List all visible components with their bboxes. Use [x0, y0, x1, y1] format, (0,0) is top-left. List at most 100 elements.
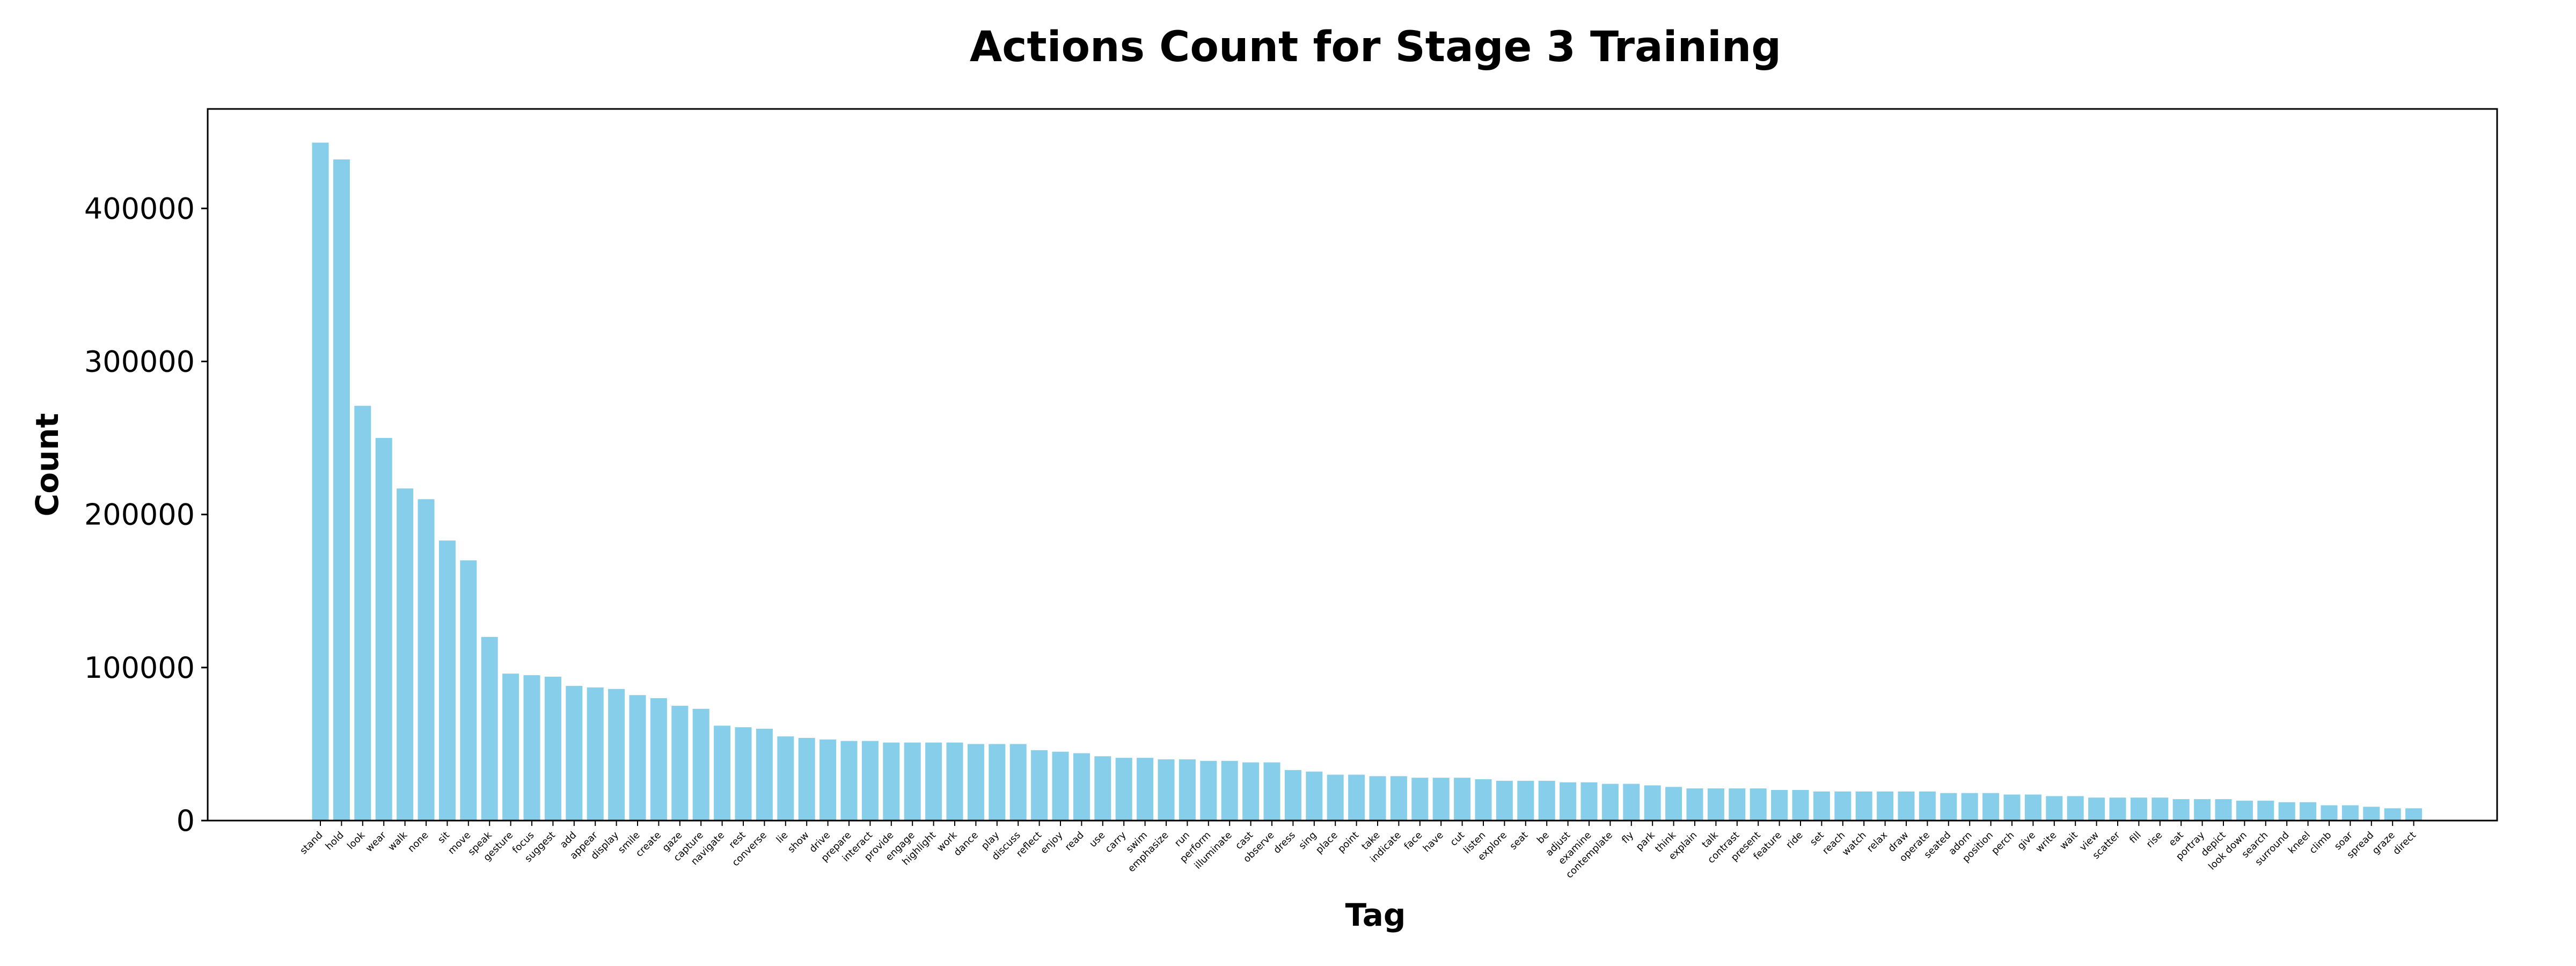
bar-write: [2046, 796, 2063, 821]
plot-frame: [207, 108, 2498, 822]
y-tick-label: 400000: [84, 192, 195, 225]
bar-fill: [2130, 797, 2147, 821]
bar-dress: [1284, 770, 1301, 821]
bar-point: [1348, 774, 1365, 821]
bar-appear: [587, 687, 604, 821]
bar-scatter: [2109, 797, 2126, 821]
bar-use: [1094, 756, 1111, 821]
bar-lie: [777, 736, 794, 821]
bar-spread: [2363, 807, 2380, 821]
bar-draw: [1898, 791, 1915, 821]
bar-seat: [1517, 780, 1534, 821]
bar-graze: [2384, 808, 2401, 821]
bar-swim: [1137, 758, 1154, 821]
bar-look-down: [2236, 800, 2253, 821]
bar-relax: [1877, 791, 1894, 821]
bar-capture: [692, 708, 709, 821]
bar-navigate: [714, 726, 731, 821]
bar-set: [1813, 791, 1830, 821]
bar-display: [608, 689, 625, 821]
bar-listen: [1475, 779, 1492, 821]
bar-interact: [861, 741, 879, 821]
bar-sing: [1306, 771, 1323, 821]
bar-hold: [333, 159, 350, 821]
bar-ride: [1792, 790, 1809, 821]
bar-focus: [523, 675, 540, 821]
bar-kneel: [2300, 802, 2317, 821]
bar-reach: [1834, 791, 1851, 821]
bar-examine: [1580, 782, 1598, 821]
bar-think: [1665, 787, 1682, 821]
bar-position: [1982, 793, 2000, 821]
y-tick-label: 300000: [84, 345, 195, 379]
bar-take: [1369, 776, 1386, 821]
bar-contrast: [1729, 788, 1746, 821]
bar-run: [1179, 759, 1196, 821]
bar-seated: [1940, 793, 1957, 821]
bar-view: [2088, 797, 2105, 821]
bar-face: [1411, 778, 1429, 821]
y-tick-label: 0: [177, 804, 195, 838]
chart-title: Actions Count for Stage 3 Training: [970, 23, 1781, 71]
bar-smile: [629, 695, 646, 821]
y-axis-label: Count: [29, 413, 65, 517]
bar-perform: [1200, 760, 1217, 821]
bar-work: [946, 742, 963, 821]
bar-perch: [2003, 794, 2021, 821]
bar-cast: [1242, 762, 1260, 821]
bar-emphasize: [1158, 759, 1175, 821]
bar-gesture: [502, 674, 519, 821]
bar-move: [460, 560, 477, 821]
bar-add: [566, 686, 583, 821]
bar-show: [798, 738, 815, 821]
bar-suggest: [544, 676, 561, 821]
y-tick-label: 100000: [84, 651, 195, 685]
bar-adorn: [1961, 793, 1978, 821]
bar-create: [650, 698, 667, 821]
bar-highlight: [925, 742, 942, 821]
bar-present: [1750, 788, 1767, 821]
bar-cut: [1454, 778, 1471, 821]
bar-carry: [1115, 758, 1132, 821]
bar-engage: [904, 742, 921, 821]
bar-adjust: [1560, 782, 1577, 821]
bar-fly: [1623, 784, 1640, 821]
bar-give: [2024, 794, 2041, 821]
bar-feature: [1771, 790, 1788, 821]
bar-wait: [2067, 796, 2084, 821]
bar-walk: [397, 488, 414, 821]
bar-park: [1644, 785, 1661, 821]
bar-prepare: [840, 741, 858, 821]
bar-sit: [438, 540, 456, 821]
bar-stand: [312, 142, 329, 821]
bar-watch: [1855, 791, 1872, 821]
bar-dance: [967, 744, 984, 821]
bar-look: [354, 406, 371, 821]
bar-depict: [2215, 799, 2232, 821]
bar-direct: [2405, 808, 2423, 821]
bar-place: [1327, 774, 1344, 821]
bar-explain: [1686, 788, 1703, 821]
bar-speak: [481, 636, 498, 821]
bar-illuminate: [1221, 760, 1238, 821]
bar-be: [1538, 780, 1555, 821]
bar-enjoy: [1052, 751, 1069, 821]
bar-gaze: [671, 706, 689, 821]
y-tick-label: 200000: [84, 498, 195, 532]
bar-climb: [2321, 805, 2338, 821]
bar-wear: [375, 438, 392, 821]
bar-operate: [1919, 791, 1936, 821]
bars-group: [312, 142, 2423, 821]
bar-provide: [883, 742, 900, 821]
bar-rest: [735, 727, 752, 821]
y-axis: 0 100000 200000 300000 400000: [84, 192, 208, 838]
bar-converse: [756, 728, 773, 821]
bar-search: [2257, 800, 2274, 821]
bar-eat: [2172, 799, 2190, 821]
bar-talk: [1707, 788, 1724, 821]
bar-soar: [2341, 805, 2359, 821]
bar-portray: [2194, 799, 2211, 821]
bar-explore: [1496, 780, 1513, 821]
bar-none: [418, 499, 435, 821]
